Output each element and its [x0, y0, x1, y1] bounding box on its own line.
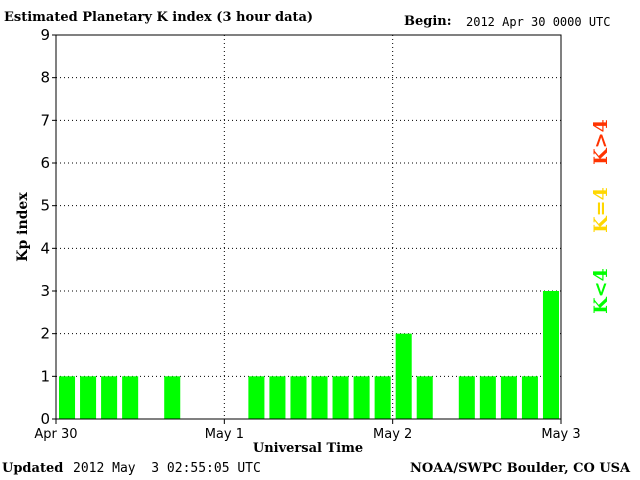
- y-tick-label: 3: [40, 282, 50, 300]
- updated-label: Updated: [2, 461, 64, 476]
- credit: NOAA/SWPC Boulder, CO USA: [410, 461, 631, 476]
- kp-bar: [248, 376, 265, 419]
- kp-bar: [416, 376, 433, 419]
- legend-item: K>4: [590, 119, 612, 165]
- x-tick-label: May 3: [541, 427, 580, 442]
- kp-bar: [101, 376, 118, 419]
- kp-bar: [521, 376, 538, 419]
- y-tick-label: 0: [40, 410, 50, 428]
- x-tick-label: May 2: [373, 427, 412, 442]
- grid-lines: [56, 35, 561, 419]
- kp-bar: [164, 376, 181, 419]
- kp-bar: [269, 376, 286, 419]
- legend-item: K<4: [590, 268, 612, 314]
- y-tick-label: 7: [40, 111, 50, 129]
- y-tick-label: 5: [40, 197, 50, 215]
- x-tick-label: Apr 30: [34, 427, 77, 442]
- x-axis-ticks: Apr 30 May 1 May 2 May 3: [34, 419, 581, 442]
- y-tick-label: 6: [40, 154, 50, 172]
- y-tick-label: 9: [40, 26, 50, 44]
- kp-bar: [122, 376, 139, 419]
- y-tick-label: 8: [40, 69, 50, 87]
- kp-bar: [395, 333, 412, 419]
- kp-bar: [353, 376, 370, 419]
- y-tick-label: 1: [40, 367, 50, 385]
- begin-label: Begin:: [404, 14, 452, 29]
- kp-bar: [332, 376, 349, 419]
- y-tick-label: 2: [40, 325, 50, 343]
- plot-frame: [55, 34, 562, 420]
- x-tick-label: May 1: [205, 427, 244, 442]
- kp-bar: [500, 376, 517, 419]
- bars: [59, 291, 559, 419]
- y-axis-label: Kp index: [15, 192, 31, 262]
- kp-bar: [479, 376, 496, 419]
- kp-bar: [59, 376, 76, 419]
- kp-bar: [458, 376, 475, 419]
- begin-value: 2012 Apr 30 0000 UTC: [466, 15, 611, 29]
- legend-item: K=4: [590, 187, 612, 233]
- y-axis-ticks: 0 1 2 3 4 5 6 7 8 9: [40, 26, 56, 428]
- kp-bar: [311, 376, 328, 419]
- legend: K<4 K=4 K>4: [590, 119, 612, 314]
- kp-bar: [290, 376, 307, 419]
- chart-title: Estimated Planetary K index (3 hour data…: [4, 10, 314, 25]
- kp-bar: [80, 376, 97, 419]
- y-tick-label: 4: [40, 239, 50, 257]
- kp-bar: [374, 376, 391, 419]
- x-axis-label: Universal Time: [253, 441, 363, 456]
- kp-bar: [542, 291, 559, 419]
- updated-value: 2012 May 3 02:55:05 UTC: [73, 461, 261, 476]
